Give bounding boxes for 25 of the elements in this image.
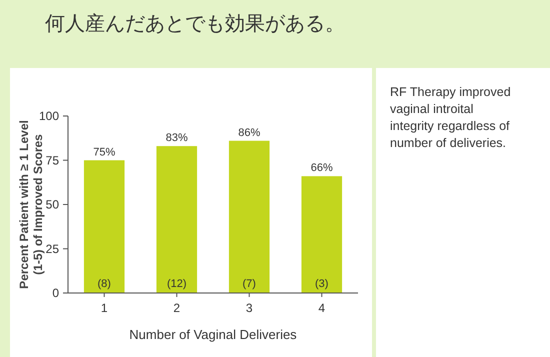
annotation: (7)	[242, 278, 256, 290]
x-tick-label: 2	[173, 301, 180, 315]
y-tick-label: 0	[52, 286, 60, 300]
data-label: 66%	[310, 162, 333, 174]
data-label: 83%	[166, 132, 188, 144]
data-label: 75%	[93, 146, 116, 158]
y-tick-label: 50	[46, 198, 60, 212]
text: RF Therapy improved vaginal introital integrity regardless of number of deliveries.	[390, 85, 511, 150]
y-tick-label: 100	[38, 109, 60, 123]
x-tick-label: 1	[100, 301, 108, 315]
y-axis-title: Percent Patient with ≥ 1 Level (1-5) of Improved Scores	[17, 120, 45, 289]
x-tick-label: 3	[246, 301, 253, 315]
x-axis-title: Number of Vaginal Deliveries	[129, 327, 298, 342]
bar	[84, 160, 125, 293]
bar	[228, 140, 270, 293]
annotation: (8)	[98, 278, 111, 290]
data-label: 86%	[238, 126, 260, 139]
annotation: (12)	[166, 278, 187, 290]
annotation: (3)	[315, 278, 328, 290]
chart-title: 何人産んだあとでも効果がある。	[45, 11, 345, 35]
x-tick-label: 4	[318, 301, 326, 315]
y-tick-label: 75	[46, 153, 60, 168]
bar	[301, 176, 342, 293]
y-tick-label: 25	[46, 242, 60, 256]
bar	[156, 146, 198, 293]
